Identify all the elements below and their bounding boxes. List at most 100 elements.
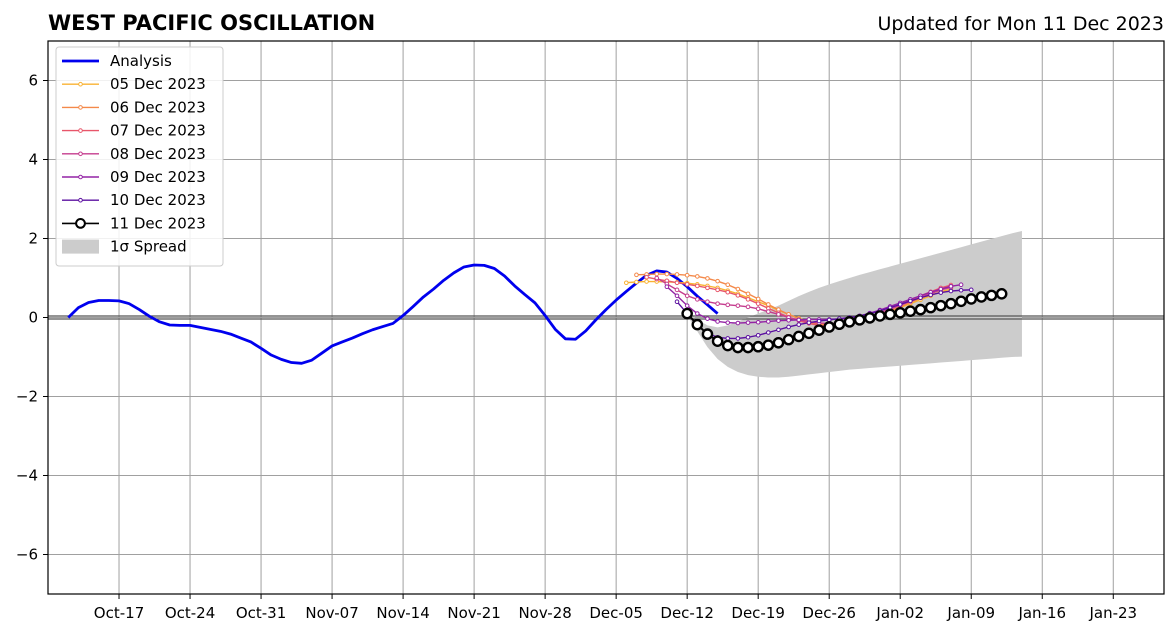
x-tick-label: Jan-02 xyxy=(875,604,924,622)
data-point xyxy=(752,340,764,353)
data-point xyxy=(701,328,714,340)
data-point xyxy=(776,312,781,317)
data-point xyxy=(695,297,700,302)
data-point xyxy=(654,275,660,281)
data-point xyxy=(792,330,805,343)
data-point xyxy=(705,299,710,305)
data-point xyxy=(735,286,741,292)
data-point xyxy=(816,318,822,324)
data-point xyxy=(705,285,710,291)
data-point xyxy=(908,298,913,304)
data-point xyxy=(918,295,923,301)
data-point xyxy=(803,327,815,340)
data-point xyxy=(725,282,731,288)
data-point xyxy=(755,319,761,325)
legend-marker xyxy=(78,81,83,87)
data-point xyxy=(796,317,802,323)
legend-label: 08 Dec 2023 xyxy=(110,145,206,163)
data-point xyxy=(735,303,741,308)
legend-label: 1σ Spread xyxy=(110,238,187,256)
chart-subtitle: Updated for Mon 11 Dec 2023 xyxy=(877,13,1164,35)
data-point xyxy=(786,317,791,323)
x-tick-label: Dec-12 xyxy=(660,604,714,622)
data-point xyxy=(715,301,720,306)
legend-label: Analysis xyxy=(110,52,172,70)
data-point xyxy=(955,295,967,308)
data-point xyxy=(766,330,771,335)
data-point xyxy=(874,310,886,322)
data-point xyxy=(806,320,812,325)
y-tick-label: 6 xyxy=(28,72,38,90)
data-point xyxy=(833,318,846,331)
x-tick-label: Oct-24 xyxy=(165,604,215,622)
data-point xyxy=(684,282,690,287)
data-point xyxy=(735,336,741,341)
data-point xyxy=(958,282,964,288)
data-point xyxy=(766,309,771,314)
data-point xyxy=(654,271,660,277)
series-line xyxy=(67,263,719,365)
data-point xyxy=(782,333,795,346)
y-tick-label: −2 xyxy=(16,388,38,406)
data-point xyxy=(725,302,731,308)
data-point xyxy=(705,276,710,281)
data-point xyxy=(755,306,761,312)
legend-box xyxy=(55,46,224,267)
legend-label: 05 Dec 2023 xyxy=(110,75,206,93)
data-point xyxy=(634,279,639,285)
data-point xyxy=(772,336,785,349)
data-point xyxy=(725,336,731,341)
data-point xyxy=(745,297,751,302)
data-point xyxy=(884,308,896,321)
data-point xyxy=(711,335,724,348)
data-point xyxy=(823,321,836,333)
legend-marker xyxy=(78,174,83,180)
x-tick-label: Dec-05 xyxy=(589,604,643,622)
data-point xyxy=(762,339,775,351)
x-tick-label: Nov-07 xyxy=(305,604,358,622)
data-point xyxy=(755,332,761,338)
legend: Analysis 05 Dec 2023 06 Dec 2023 07 Dec 202… xyxy=(55,46,224,267)
data-point xyxy=(755,301,761,306)
data-point xyxy=(674,272,680,277)
data-point xyxy=(928,292,933,298)
data-point xyxy=(745,334,751,340)
legend-label: 09 Dec 2023 xyxy=(110,168,206,186)
data-point xyxy=(684,293,690,299)
data-point xyxy=(766,302,771,307)
legend-marker xyxy=(78,105,83,110)
legend-label: 11 Dec 2023 xyxy=(110,214,206,232)
data-point xyxy=(674,280,680,286)
data-point xyxy=(644,274,649,280)
data-point xyxy=(745,291,751,297)
data-point xyxy=(766,319,771,324)
data-point xyxy=(904,305,917,317)
data-point xyxy=(735,320,741,326)
x-tick-label: Dec-19 xyxy=(731,604,785,622)
data-point xyxy=(948,288,954,294)
data-point xyxy=(732,341,744,354)
data-point xyxy=(664,271,670,277)
data-point xyxy=(745,304,751,310)
data-point xyxy=(674,293,680,299)
x-tick-label: Jan-23 xyxy=(1088,604,1137,622)
y-tick-label: 0 xyxy=(28,309,38,327)
data-point xyxy=(684,303,690,308)
legend-marker xyxy=(78,151,83,157)
data-point xyxy=(853,314,866,326)
data-point xyxy=(945,297,957,310)
x-tick-label: Jan-09 xyxy=(946,604,995,622)
y-axis: 6 4 2 0 −2 −4 −6 xyxy=(16,72,48,564)
data-point xyxy=(914,303,927,316)
data-point xyxy=(985,289,998,302)
data-point xyxy=(674,299,680,305)
data-point xyxy=(965,293,978,305)
data-point xyxy=(684,272,690,278)
x-tick-label: Dec-26 xyxy=(802,604,856,622)
data-point xyxy=(796,322,802,327)
data-point xyxy=(715,287,720,293)
data-point xyxy=(924,301,937,314)
data-point xyxy=(863,312,876,324)
data-point xyxy=(681,307,693,320)
legend-marker xyxy=(78,128,83,133)
